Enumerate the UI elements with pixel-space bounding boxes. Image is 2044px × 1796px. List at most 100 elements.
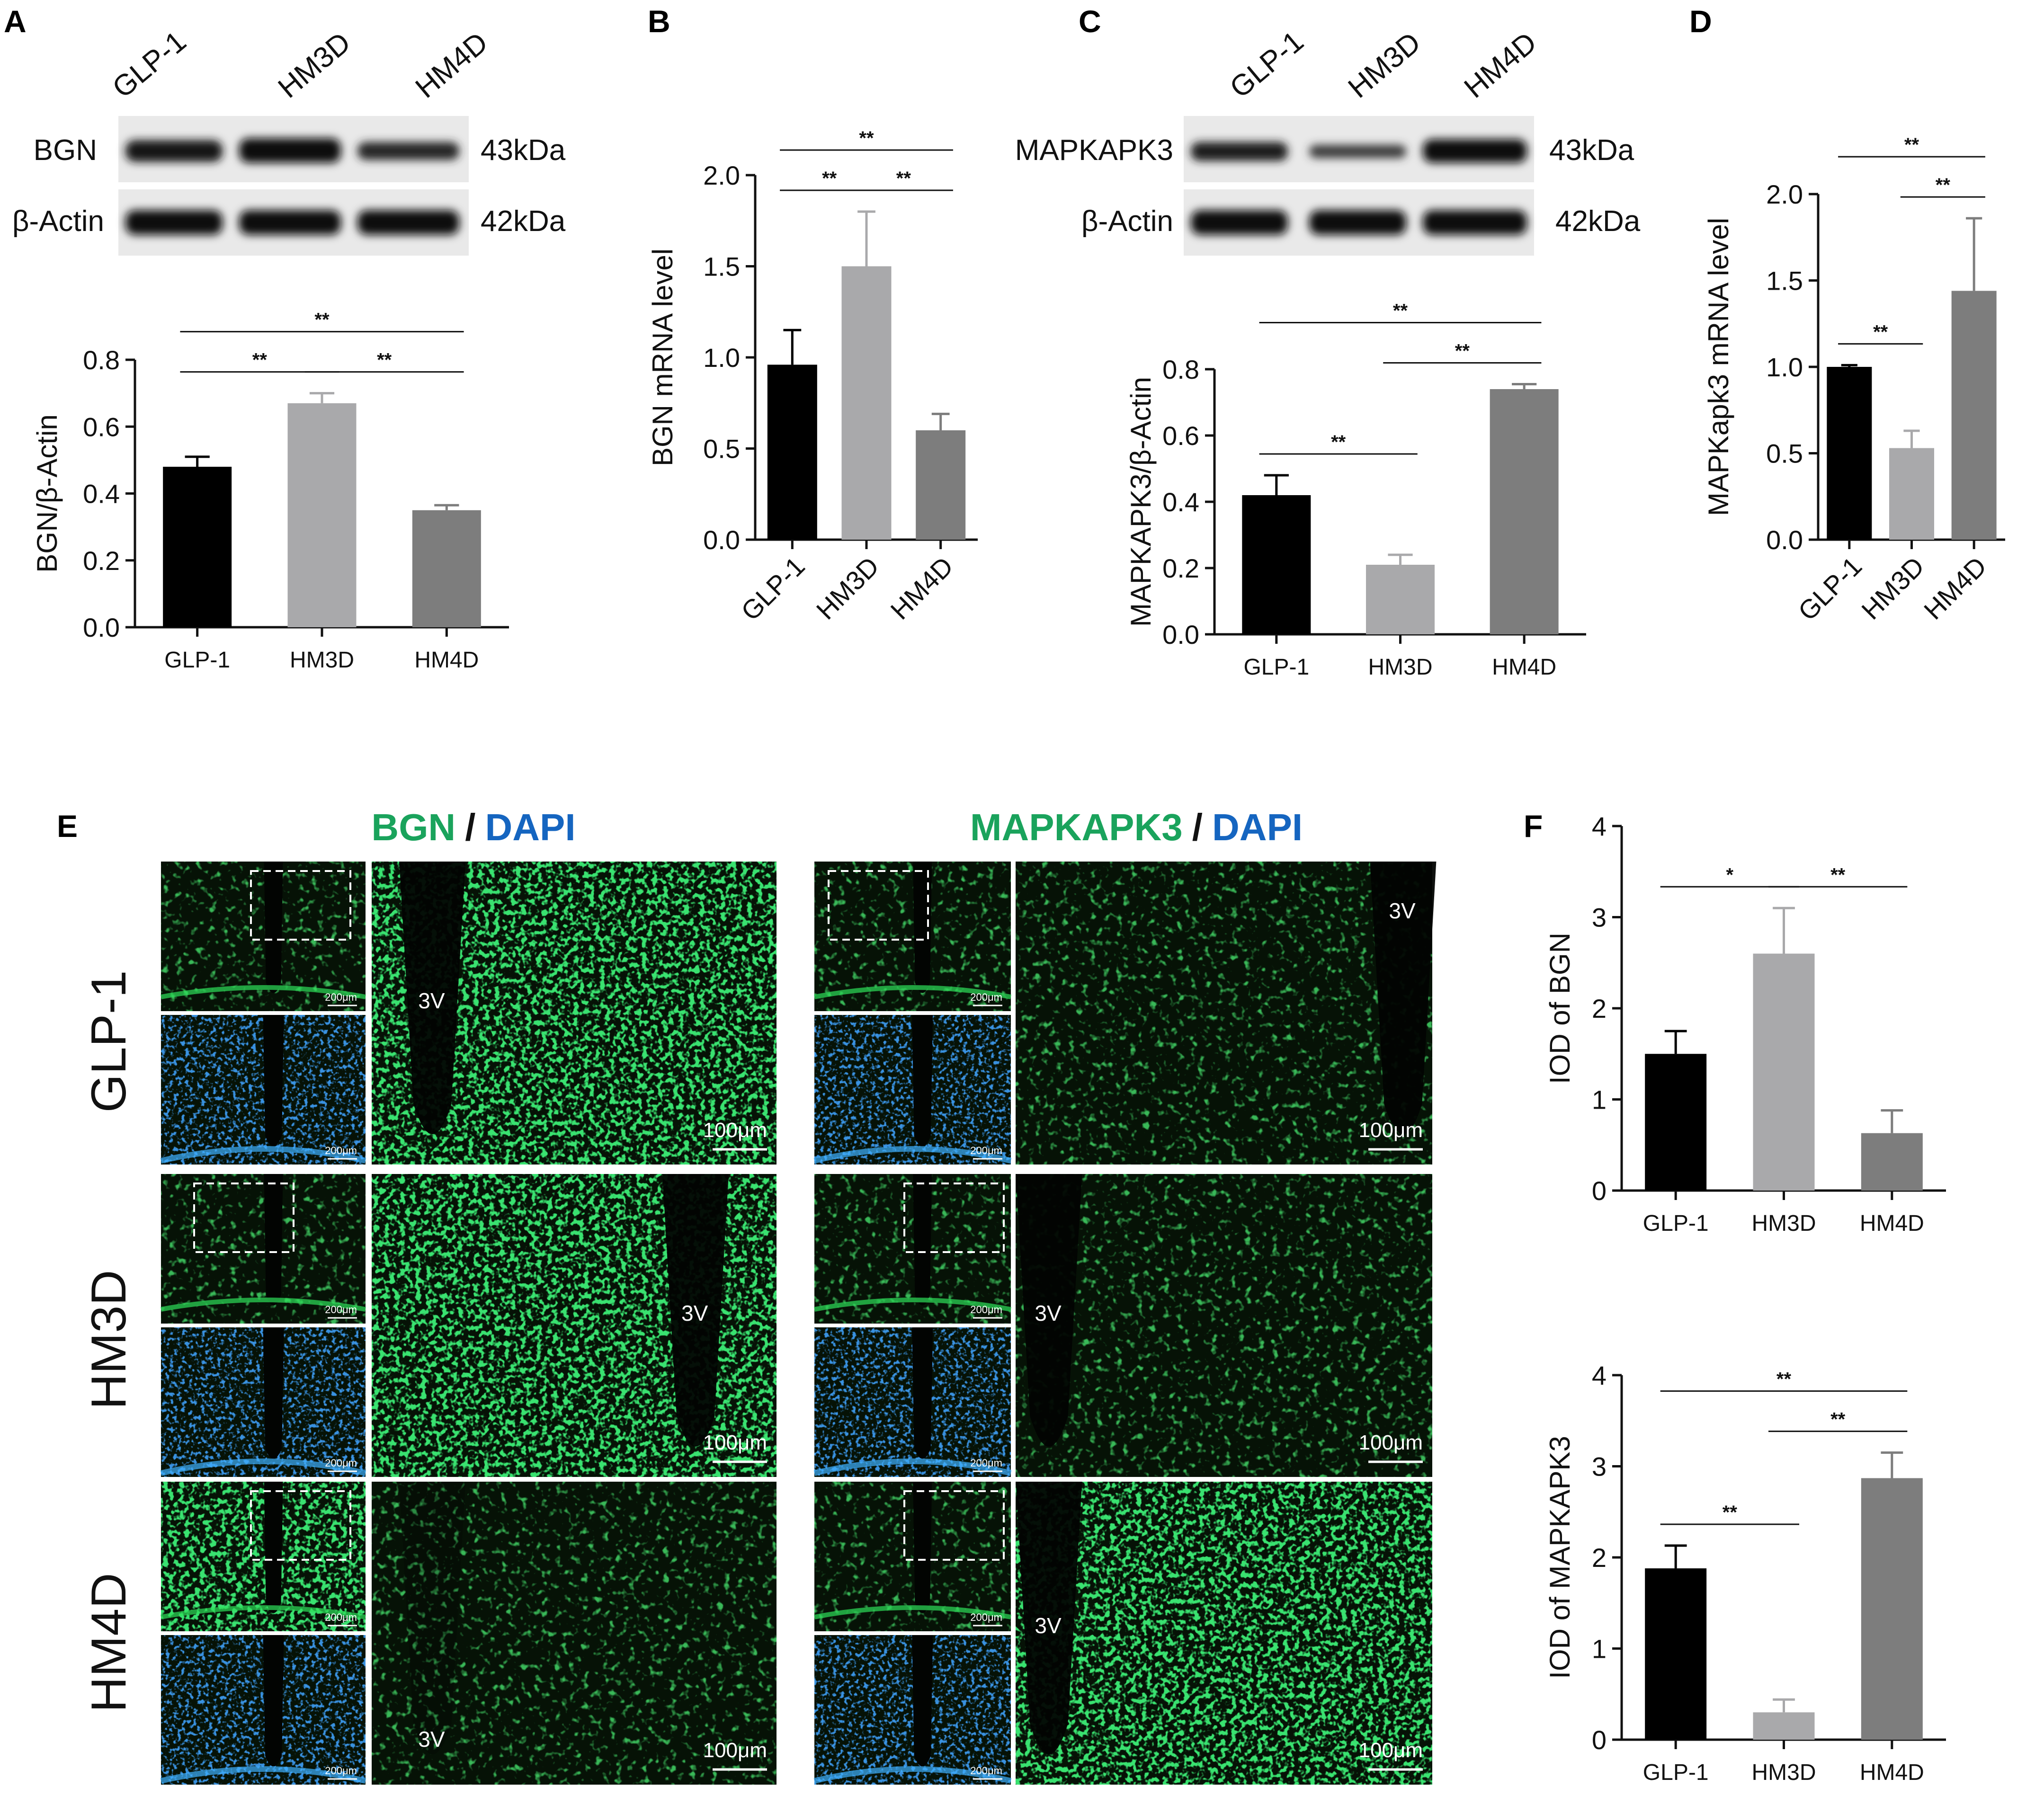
blot-C-lane-3: HM4D: [1458, 26, 1543, 105]
y-tick-label: 0: [1592, 1176, 1607, 1206]
y-axis-label: IOD of BGN: [1544, 933, 1576, 1084]
roi-dashed-box: [250, 870, 351, 941]
ventricle-merge: [912, 1015, 933, 1147]
y-tick-label: 0.4: [1162, 487, 1199, 517]
y-tick-label: 1: [1592, 1085, 1607, 1115]
bar-hm3d: [1889, 448, 1934, 540]
y-tick-label: 0.2: [83, 546, 120, 576]
y-tick-label: 0.6: [1162, 421, 1199, 451]
y-tick-label: 0.5: [1766, 439, 1803, 469]
chart-A-bgn-protein: 0.0 0.2 0.4 0.6 0.8 BGN/β-Actin GLP-1 HM3D HM4D *…: [31, 310, 509, 673]
significance-label: **: [1873, 321, 1888, 342]
y-tick-label: 4: [1592, 811, 1607, 841]
x-tick-label: HM3D: [290, 648, 354, 673]
scale-label-large: 100μm: [1359, 1739, 1423, 1762]
micrograph-grid: 200μm200μm3V100μm200μm200μm3V100μm200μm2…: [160, 862, 1437, 1785]
bar-hm4d: [412, 510, 481, 627]
panel-E-row-label-hm4d: HM4D: [81, 1573, 136, 1713]
panel-E-row-label-glp1: GLP-1: [81, 970, 136, 1113]
blot-A-lane-2: HM3D: [272, 26, 357, 105]
scale-label-small-merge: 200μm: [325, 1765, 357, 1777]
bar-hm3d: [841, 266, 892, 540]
blot-C-band-actin-3: [1423, 210, 1527, 235]
scale-label-small-merge: 200μm: [325, 1145, 357, 1156]
bar-hm4d: [1861, 1478, 1923, 1740]
bar-glp-1: [163, 467, 232, 627]
x-tick-label: HM4D: [884, 551, 959, 625]
scale-label-large: 100μm: [1359, 1119, 1423, 1142]
blot-C-band-mapk-1: [1191, 142, 1288, 161]
y-tick-label: 0.0: [83, 613, 120, 642]
y-tick-label: 1.0: [1766, 352, 1803, 382]
tissue-edge: [161, 985, 366, 999]
significance-label: **: [1830, 1409, 1846, 1430]
blot-C-lane-1: GLP-1: [1224, 25, 1310, 105]
micro-col2-row3: 200μm 200μm 3V 100μm: [813, 1482, 1432, 1785]
y-tick-label: 0.2: [1162, 553, 1199, 583]
ventricle-merge: [912, 1327, 933, 1459]
title-mapk-green: MAPKAPK3: [970, 806, 1183, 848]
panel-label-A: A: [4, 4, 27, 39]
x-tick-label: HM3D: [1751, 1211, 1816, 1236]
x-tick-label: HM4D: [1918, 551, 1992, 625]
panel-label-C: C: [1079, 4, 1101, 39]
micro-col2-row1: 200μm 200μm 3V 100μm: [813, 862, 1437, 1165]
y-tick-label: 0.6: [83, 412, 120, 442]
large-green-tissue: [1016, 1482, 1432, 1785]
bar-glp-1: [767, 365, 817, 540]
ventricle-small: [264, 862, 283, 993]
tissue-edge-blue: [160, 1766, 366, 1784]
small-merge-tissue: [161, 1635, 366, 1785]
panel-label-F: F: [1524, 809, 1543, 844]
small-merge-tissue: [161, 1015, 366, 1165]
x-tick-label: GLP-1: [164, 648, 230, 673]
ventricle-large: [1016, 1482, 1082, 1754]
bar-hm3d: [287, 403, 357, 627]
ventricle-small: [264, 1174, 283, 1306]
bar-hm4d: [1951, 291, 1997, 540]
title-mapk-sep: /: [1192, 806, 1203, 848]
large-green-tissue: [372, 1482, 777, 1785]
bar-hm4d: [1861, 1133, 1923, 1191]
tissue-edge: [161, 1605, 366, 1619]
ventricle-label: 3V: [681, 1301, 708, 1325]
significance-label: **: [1936, 175, 1951, 196]
large-green-tissue: [1016, 1174, 1432, 1477]
significance-label: **: [1393, 301, 1408, 321]
x-tick-label: HM4D: [1860, 1760, 1924, 1785]
ventricle-merge: [263, 1635, 284, 1767]
blot-C-row-label-2: β-Actin: [1081, 205, 1173, 238]
western-blot-C: GLP-1 HM3D HM4D MAPKAPK3 β-Actin 43kDa 4…: [1015, 25, 1641, 256]
blot-C-band-actin-2: [1309, 210, 1406, 235]
ventricle-large: [662, 1174, 729, 1447]
panel-label-E: E: [57, 809, 78, 844]
blot-A-row-label-1: BGN: [34, 134, 97, 167]
significance-label: **: [859, 128, 874, 149]
scale-label-small-merge: 200μm: [970, 1457, 1002, 1469]
x-tick-label: HM4D: [1860, 1211, 1924, 1236]
y-tick-label: 0.4: [83, 479, 120, 509]
y-tick-label: 0.0: [1162, 620, 1199, 649]
y-tick-label: 2: [1592, 1543, 1607, 1573]
y-tick-label: 2.0: [703, 160, 740, 190]
x-tick-label: HM3D: [811, 551, 885, 625]
significance-label: **: [252, 350, 268, 371]
blot-C-lane-2: HM3D: [1342, 26, 1427, 105]
blot-A-band-bgn-2: [239, 138, 341, 163]
western-blot-A: GLP-1 HM3D HM4D BGN β-Actin 43kDa 42kDa: [12, 25, 566, 256]
tissue-edge-blue: [813, 1146, 1012, 1164]
significance-label: *: [1726, 864, 1734, 885]
chart-B-bgn-mrna: 0.0 0.5 1.0 1.5 2.0 BGN mRNA level GLP-1 HM3D HM…: [647, 128, 978, 626]
panel-E-row-label-hm3d: HM3D: [81, 1270, 136, 1410]
ventricle-label: 3V: [418, 988, 445, 1013]
significance-label: **: [1776, 1369, 1792, 1390]
x-tick-label: GLP-1: [1643, 1760, 1709, 1785]
bar-hm4d: [916, 430, 966, 540]
significance-label: **: [896, 168, 911, 189]
blot-A-row-label-2: β-Actin: [12, 205, 104, 238]
y-tick-label: 0: [1592, 1725, 1607, 1755]
y-tick-label: 0.0: [1766, 525, 1803, 555]
blot-C-band-mapk-2: [1309, 145, 1406, 158]
